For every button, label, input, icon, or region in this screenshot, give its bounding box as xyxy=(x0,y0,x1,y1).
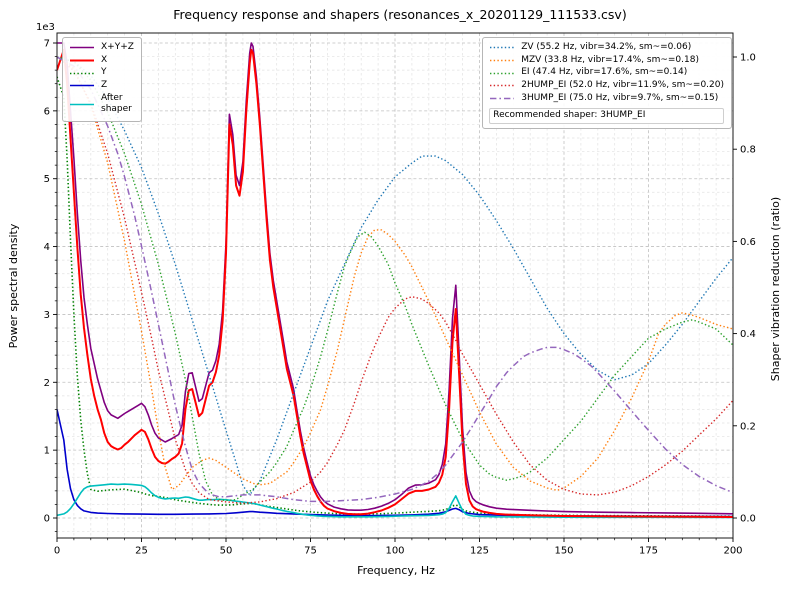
legend-item: 2HUMP_EI (52.0 Hz, vibr=11.9%, sm~=0.20) xyxy=(489,80,724,92)
legend-label: ZV (55.2 Hz, vibr=34.2%, sm~=0.06) xyxy=(521,42,692,52)
legend-line-sample xyxy=(70,85,94,87)
shaper-legend: ZV (55.2 Hz, vibr=34.2%, sm~=0.06) MZV (3… xyxy=(482,37,732,130)
legend-label: X+Y+Z xyxy=(101,42,134,52)
legend-item: X xyxy=(69,55,134,67)
axis-offset-text: 1e3 xyxy=(36,22,55,33)
legend-item: 3HUMP_EI (75.0 Hz, vibr=9.7%, sm~=0.15) xyxy=(489,93,724,105)
legend-line-sample xyxy=(490,47,515,49)
legend-item: Y xyxy=(69,67,134,79)
y-axis-label-right: Shaper vibration reduction (ratio) xyxy=(769,196,782,382)
x-tick-label: 150 xyxy=(554,546,573,557)
legend-line-sample xyxy=(490,97,515,100)
x-axis-label: Frequency, Hz xyxy=(357,564,435,577)
shaper-legend-entries: ZV (55.2 Hz, vibr=34.2%, sm~=0.06) MZV (3… xyxy=(489,42,724,104)
psd-legend: X+Y+Z X Y Z After shaper xyxy=(62,37,142,123)
series-line-After shaper xyxy=(57,483,733,519)
y-tick-label-left: 4 xyxy=(44,242,50,253)
legend-label: EI (47.4 Hz, vibr=17.6%, sm~=0.14) xyxy=(521,67,688,78)
series-line-ZV xyxy=(57,56,733,496)
legend-line-sample xyxy=(70,103,94,106)
series-line-2HUMP_EI xyxy=(57,56,733,504)
series-line-Z xyxy=(57,409,733,518)
y-tick-label-right: 1.0 xyxy=(740,53,756,64)
legend-label: After shaper xyxy=(101,92,132,115)
y-tick-label-left: 1 xyxy=(44,446,50,457)
legend-label: 3HUMP_EI (75.0 Hz, vibr=9.7%, sm~=0.15) xyxy=(521,92,719,103)
x-tick-label: 25 xyxy=(135,546,148,557)
recommended-shaper-note: Recommended shaper: 3HUMP_EI xyxy=(489,108,724,125)
y-tick-label-right: 0.4 xyxy=(740,329,756,340)
y-tick-label-left: 5 xyxy=(44,174,50,185)
legend-line-sample xyxy=(70,59,94,62)
legend-item: ZV (55.2 Hz, vibr=34.2%, sm~=0.06) xyxy=(489,42,724,54)
legend-label: MZV (33.8 Hz, vibr=17.4%, sm~=0.18) xyxy=(521,54,699,65)
y-tick-label-right: 0.0 xyxy=(740,514,756,525)
legend-item: Z xyxy=(69,80,134,92)
series-line-Y xyxy=(57,76,733,517)
legend-item: MZV (33.8 Hz, vibr=17.4%, sm~=0.18) xyxy=(489,55,724,67)
x-tick-label: 200 xyxy=(723,546,742,557)
legend-label: Z xyxy=(101,80,108,91)
y-tick-label-left: 0 xyxy=(44,514,50,525)
series-group xyxy=(57,42,733,519)
y-tick-label-left: 3 xyxy=(44,310,50,321)
legend-label: Y xyxy=(101,67,107,78)
x-tick-label: 100 xyxy=(385,546,404,557)
y-tick-label-left: 7 xyxy=(44,39,50,50)
y-tick-label-right: 0.2 xyxy=(740,421,756,432)
y-tick-label-right: 0.8 xyxy=(740,145,756,156)
chart-title: Frequency response and shapers (resonanc… xyxy=(173,7,627,22)
legend-line-sample xyxy=(490,72,515,74)
legend-line-sample xyxy=(70,47,94,49)
series-line-X xyxy=(57,48,733,518)
legend-item: EI (47.4 Hz, vibr=17.6%, sm~=0.14) xyxy=(489,67,724,79)
x-tick-label: 75 xyxy=(304,546,317,557)
x-tick-label: 125 xyxy=(470,546,489,557)
legend-label: 2HUMP_EI (52.0 Hz, vibr=11.9%, sm~=0.20) xyxy=(521,80,724,91)
legend-line-sample xyxy=(490,85,515,87)
x-tick-label: 50 xyxy=(220,546,233,557)
y-tick-label-left: 6 xyxy=(44,106,50,117)
legend-line-sample xyxy=(490,59,515,62)
y-axis-label-left: Power spectral density xyxy=(7,223,20,349)
x-tick-label: 0 xyxy=(54,546,60,557)
legend-label: X xyxy=(101,54,108,65)
y-tick-label-left: 2 xyxy=(44,378,50,389)
legend-item: X+Y+Z xyxy=(69,42,134,54)
legend-line-sample xyxy=(70,72,94,75)
axis-ticks: 0 25 50 75 100 125 150 175 200 0 1 2 3 4 5 6 7 0.0 0.2 0.4 0… xyxy=(44,39,756,557)
legend-item: After shaper xyxy=(69,93,134,116)
series-line-3HUMP_EI xyxy=(57,56,733,503)
y-tick-label-right: 0.6 xyxy=(740,237,756,248)
x-tick-label: 175 xyxy=(639,546,658,557)
